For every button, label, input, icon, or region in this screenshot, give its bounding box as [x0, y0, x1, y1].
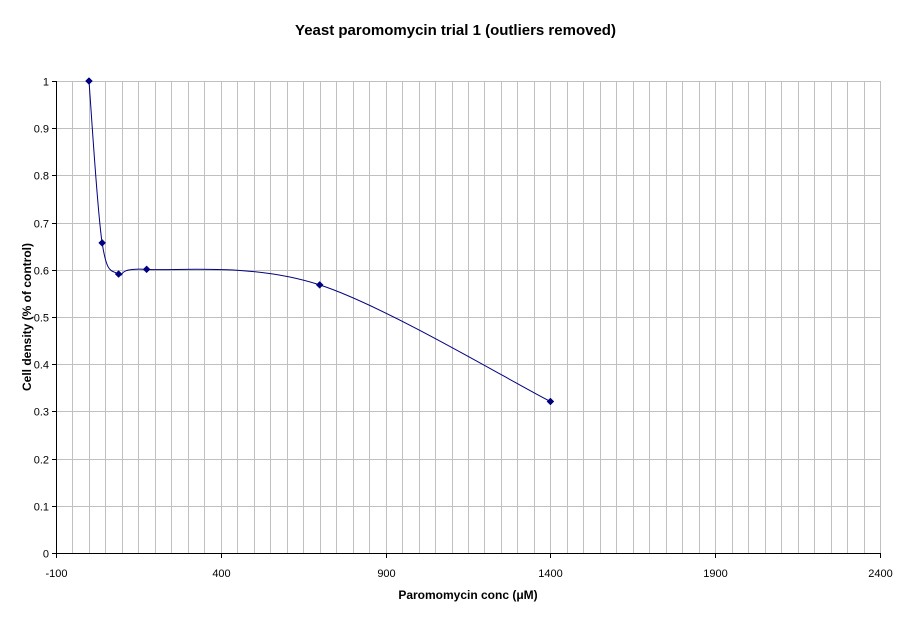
- y-tick-label: 0.5: [34, 313, 49, 325]
- y-tick-label: 0.4: [34, 360, 49, 372]
- data-point-marker: [142, 265, 151, 274]
- series-line: [88, 80, 551, 402]
- y-tick-label: 0.6: [34, 266, 49, 278]
- x-tick-label: 1900: [703, 568, 727, 580]
- axes: [52, 81, 881, 558]
- chart-title: Yeast paromomycin trial 1 (outliers remo…: [295, 22, 616, 39]
- y-tick-label: 0.8: [34, 171, 49, 183]
- y-tick-label: 0.2: [34, 455, 49, 467]
- y-tick-label: 1: [43, 77, 49, 89]
- y-tick-label: 0.3: [34, 407, 49, 419]
- series: [85, 77, 555, 406]
- x-tick-label: -100: [45, 568, 67, 580]
- y-tick-label: 0.7: [34, 219, 49, 231]
- x-axis-title: Paromomycin conc (μM): [398, 588, 538, 602]
- y-tick-label: 0.9: [34, 124, 49, 136]
- grid: [56, 81, 881, 553]
- data-point-marker: [98, 239, 106, 247]
- x-tick-label: 1400: [538, 568, 562, 580]
- data-point-marker: [85, 77, 93, 85]
- data-point-marker: [114, 270, 123, 278]
- x-tick-label: 900: [377, 568, 395, 580]
- tick-labels: 0 0.1 0.2 0.3 0.4 0.5 0.6 0.7 0.8 0.9 1 -100 400 900 1…: [34, 77, 893, 581]
- data-point-marker: [546, 397, 555, 406]
- y-tick-label: 0: [43, 549, 49, 561]
- y-tick-label: 0.1: [34, 502, 49, 514]
- x-tick-label: 400: [212, 568, 230, 580]
- x-tick-label: 2400: [868, 568, 892, 580]
- data-point-marker: [315, 281, 324, 289]
